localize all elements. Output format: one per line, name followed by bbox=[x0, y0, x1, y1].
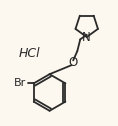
Text: O: O bbox=[68, 56, 77, 70]
Text: HCl: HCl bbox=[19, 47, 40, 60]
Text: N: N bbox=[82, 30, 91, 44]
Text: Br: Br bbox=[14, 78, 26, 88]
